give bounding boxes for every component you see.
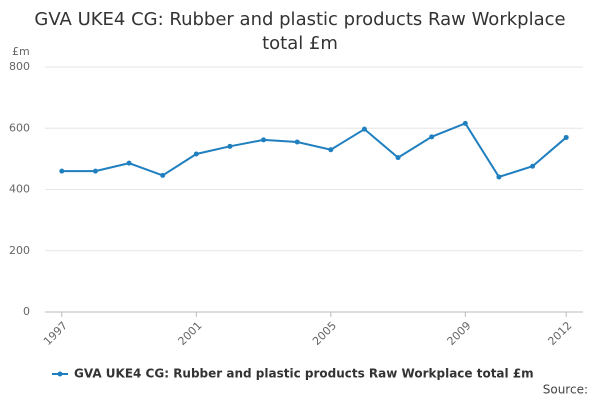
- x-tick-label: 2005: [310, 319, 339, 348]
- point: [160, 172, 166, 178]
- legend-marker: [57, 371, 63, 377]
- point: [530, 163, 536, 169]
- x-tick-label: 2009: [445, 319, 474, 348]
- y-tick-label: 800: [9, 60, 30, 73]
- y-tick-label: 200: [9, 244, 30, 257]
- point: [395, 155, 401, 161]
- x-tick-label: 2001: [176, 319, 205, 348]
- chart-title: GVA UKE4 CG: Rubber and plastic products…: [34, 9, 566, 54]
- line: [61, 122, 567, 179]
- point: [462, 120, 468, 126]
- point: [328, 147, 334, 153]
- y-tick-label: 0: [23, 305, 30, 318]
- y-tick-label: 400: [9, 183, 30, 196]
- source: Source:: [543, 383, 588, 397]
- point: [193, 151, 199, 157]
- point: [496, 174, 502, 180]
- point: [92, 168, 98, 174]
- legend-label: GVA UKE4 CG: Rubber and plastic products…: [74, 367, 534, 381]
- point: [294, 139, 300, 145]
- y-tick-label: 600: [9, 121, 30, 134]
- point: [361, 126, 367, 132]
- x-tick-label: 2012: [545, 319, 574, 348]
- point: [429, 134, 435, 140]
- point: [563, 134, 569, 140]
- point: [261, 137, 267, 143]
- x-tick-label: 1997: [41, 319, 70, 348]
- point: [59, 168, 65, 174]
- point: [227, 143, 233, 149]
- point: [126, 160, 132, 166]
- y-unit: £m: [12, 45, 30, 58]
